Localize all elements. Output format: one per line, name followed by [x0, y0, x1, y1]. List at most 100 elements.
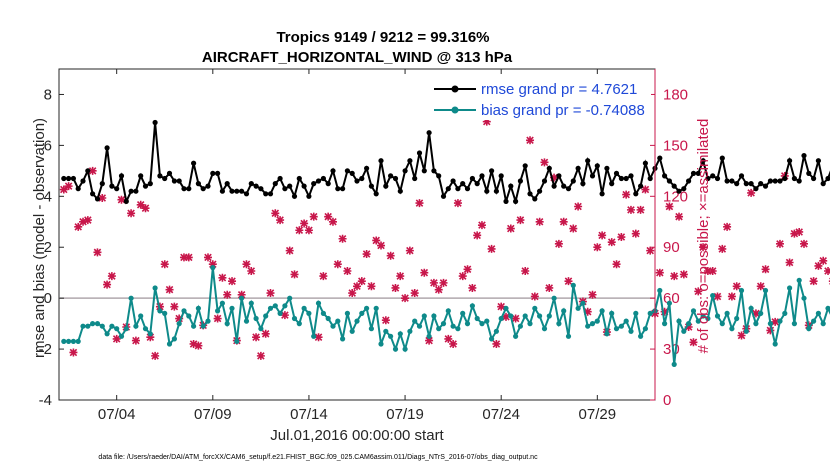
obs-marker — [213, 314, 222, 323]
bias-point — [229, 305, 235, 311]
legend-box — [430, 76, 651, 120]
rmse-point — [734, 181, 740, 187]
obs-point — [290, 270, 299, 279]
bias-point — [368, 326, 374, 332]
obs-point — [727, 292, 736, 301]
obs-marker — [247, 266, 256, 275]
obs-marker — [502, 312, 510, 321]
obs-point — [314, 333, 323, 342]
rmse-point — [224, 181, 230, 187]
obs-marker — [487, 244, 496, 253]
obs-marker — [506, 224, 515, 233]
bias-point — [243, 318, 250, 324]
obs-point — [540, 158, 549, 167]
obs-point — [93, 248, 102, 257]
obs-marker — [521, 266, 530, 275]
bias-point — [234, 338, 240, 344]
obs-marker — [775, 239, 784, 248]
rmse-point — [613, 170, 620, 176]
obs-marker — [809, 277, 818, 286]
bias-point — [277, 310, 283, 316]
obs-point — [800, 239, 808, 248]
bias-point — [253, 315, 259, 322]
obs-point — [353, 282, 361, 291]
bias-point — [589, 321, 596, 327]
rmse-point — [171, 178, 177, 184]
bias-point — [66, 338, 72, 344]
obs-marker — [713, 292, 722, 301]
obs-point — [756, 282, 765, 291]
obs-marker — [372, 236, 381, 245]
obs-point — [646, 246, 655, 255]
left-tick-label: 4 — [44, 188, 52, 205]
bias-point — [570, 282, 576, 288]
data-file-footnote: data file: /Users/raeder/DAI/ATM_forcXX/… — [98, 454, 538, 461]
obs-marker — [405, 246, 414, 255]
rmse-point — [162, 175, 168, 182]
rmse-point — [767, 178, 774, 184]
bias-point — [383, 328, 389, 334]
obs-point — [410, 289, 419, 298]
right-axis-label: # of obs: o=possible; ×=assimilated — [695, 119, 712, 354]
obs-marker — [511, 314, 520, 323]
obs-point — [179, 253, 188, 262]
bias-point — [248, 300, 254, 306]
bias-point — [695, 318, 701, 324]
bias-point — [633, 310, 639, 316]
bias-point — [402, 346, 408, 352]
obs-marker — [463, 265, 472, 274]
obs-point — [545, 283, 554, 292]
bias-point — [90, 321, 96, 327]
obs-marker — [723, 222, 732, 231]
rmse-point — [489, 168, 495, 174]
rmse-point — [397, 188, 403, 194]
obs-point — [367, 282, 376, 291]
bias-point — [133, 323, 139, 329]
obs-point — [708, 266, 717, 275]
bias-point — [801, 295, 807, 301]
obs-point — [612, 260, 621, 269]
bias-point — [647, 310, 653, 316]
obs-marker — [622, 190, 631, 199]
rmse-point — [416, 150, 423, 156]
bias-point — [580, 300, 586, 306]
obs-point — [415, 199, 424, 208]
obs-marker — [189, 339, 198, 348]
obs-marker — [319, 272, 328, 281]
bias-point — [662, 321, 668, 327]
obs-marker — [761, 265, 770, 274]
obs-marker — [564, 277, 573, 286]
rmse-point — [657, 155, 663, 161]
rmse-point — [604, 165, 610, 171]
rmse-point — [772, 178, 778, 184]
rmse-point — [267, 191, 274, 197]
obs-point — [795, 227, 804, 236]
obs-marker — [333, 260, 342, 269]
bias-point — [176, 321, 182, 327]
obs-point — [377, 241, 386, 250]
obs-marker — [218, 273, 227, 282]
obs-marker — [160, 260, 169, 269]
obs-point — [775, 239, 784, 248]
bias-point — [657, 287, 663, 294]
bias-series — [61, 265, 830, 367]
obs-marker — [386, 251, 395, 260]
obs-point — [449, 339, 458, 348]
obs-marker — [468, 283, 477, 292]
rmse-point — [527, 191, 533, 197]
bias-point — [541, 326, 548, 332]
obs-marker — [708, 266, 717, 275]
rmse-point — [517, 178, 524, 184]
bias-point — [109, 323, 115, 329]
rmse-point — [243, 191, 250, 197]
obs-point — [151, 351, 160, 360]
bias-point — [416, 323, 423, 329]
bias-point — [513, 333, 519, 339]
obs-point — [405, 246, 414, 255]
obs-point — [362, 250, 371, 259]
bias-point — [440, 321, 447, 327]
bias-point — [796, 277, 802, 283]
bias-point — [777, 318, 783, 324]
obs-point — [463, 265, 472, 274]
rmse-point — [340, 186, 346, 192]
